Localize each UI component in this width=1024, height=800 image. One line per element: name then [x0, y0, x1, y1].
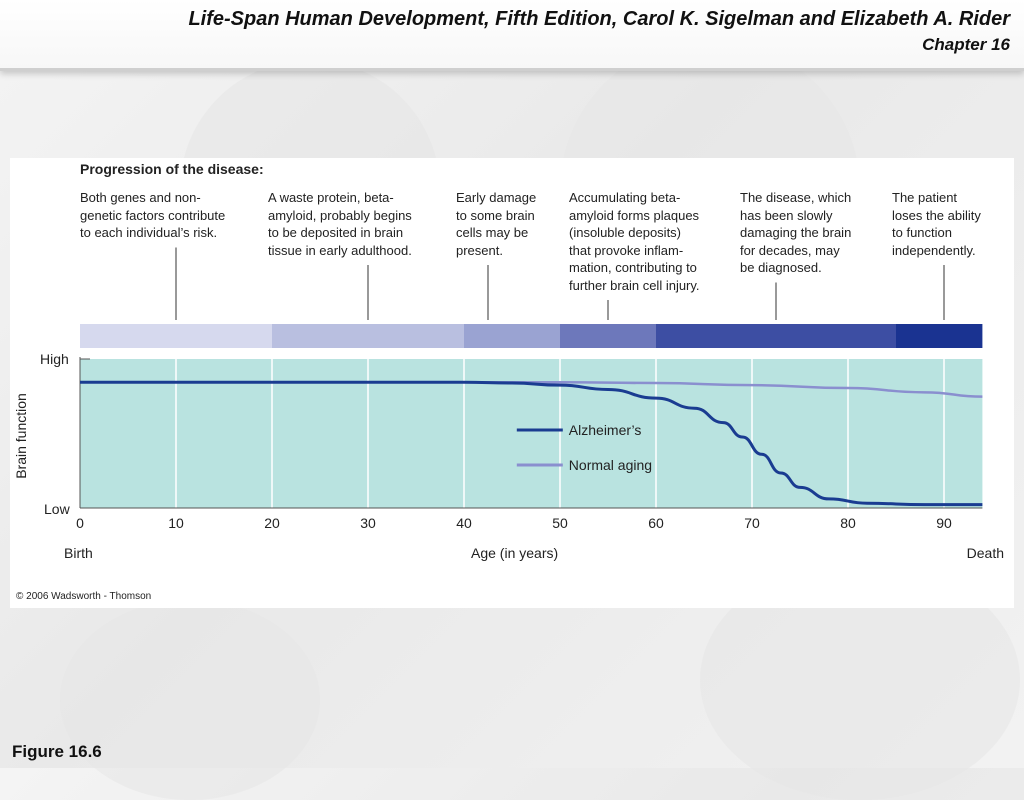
x-tick-label: 90 [936, 515, 952, 531]
stage-description: The patient loses the ability to functio… [892, 190, 981, 258]
x-tick-label: 40 [456, 515, 472, 531]
severity-bar-segment [272, 324, 464, 348]
slide-title: Life-Span Human Development, Fifth Editi… [188, 8, 1010, 30]
x-axis-label: Age (in years) [471, 545, 558, 561]
stage-description: Early damage to some brain cells may be … [456, 190, 537, 258]
chapter-label: Chapter 16 [922, 35, 1010, 54]
figure-panel: Progression of the disease: Both genes a… [10, 158, 1014, 608]
x-tick-label: 0 [76, 515, 84, 531]
background-decoration [60, 600, 320, 800]
series-line [80, 380, 983, 507]
x-tick-label: 10 [168, 515, 184, 531]
x-start-label: Birth [64, 545, 93, 561]
x-tick-label: 30 [360, 515, 376, 531]
y-axis-label: Brain function [13, 393, 29, 479]
x-tick-label: 80 [840, 515, 856, 531]
stage-description: Accumulating beta- amyloid forms plaques… [569, 190, 700, 293]
severity-bar-segment [464, 324, 560, 348]
x-end-label: Death [967, 545, 1004, 561]
disease-progression-chart: High Low Brain function 0 10 20 30 40 50 60 70 80 90… [13, 247, 1004, 561]
x-tick-label: 20 [264, 515, 280, 531]
x-tick-label: 70 [744, 515, 760, 531]
x-tick-label: 60 [648, 515, 664, 531]
legend-label: Alzheimer’s [569, 422, 642, 438]
figure-label: Figure 16.6 [12, 742, 102, 761]
y-tick-label-high: High [40, 351, 69, 367]
legend-label: Normal aging [569, 457, 652, 473]
severity-bar-segment [80, 324, 272, 348]
stage-description: A waste protein, beta- amyloid, probably… [268, 190, 412, 258]
stage-description: Both genes and non- genetic factors cont… [80, 190, 226, 240]
severity-bar-segment [560, 324, 656, 348]
figure-heading: Progression of the disease: [80, 161, 264, 177]
severity-bar-segment [656, 324, 896, 348]
y-tick-label-low: Low [44, 501, 71, 517]
x-tick-label: 50 [552, 515, 568, 531]
copyright-notice: © 2006 Wadsworth - Thomson [16, 591, 152, 602]
slide-header: Life-Span Human Development, Fifth Editi… [0, 0, 1024, 71]
severity-bar-segment [896, 324, 983, 348]
stage-description: The disease, which has been slowly damag… [740, 190, 852, 275]
